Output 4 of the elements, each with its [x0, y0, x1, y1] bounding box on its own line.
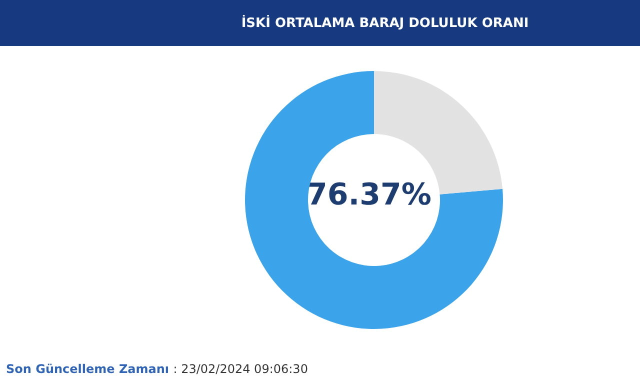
chart-title: İSKİ ORTALAMA BARAJ DOLULUK ORANI [0, 0, 640, 46]
donut-slice [245, 71, 503, 329]
data-label: 76.37% [306, 178, 432, 212]
text: Son Güncelleme Zamanı : 23/02/2024 09:06:30 [6, 362, 308, 376]
